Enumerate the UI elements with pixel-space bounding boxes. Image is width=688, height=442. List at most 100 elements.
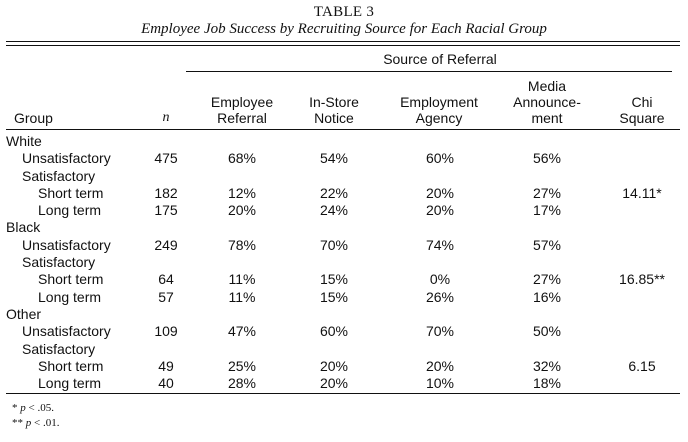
cell-chi-square: 6.15: [628, 357, 656, 374]
cell-media-announcement: 32%: [532, 357, 562, 374]
cell-media-announcement: 16%: [532, 288, 562, 305]
column-header-employment-agency: Employment Agency: [400, 94, 478, 126]
row-label: Short term: [38, 271, 104, 288]
row-label: Long term: [38, 202, 102, 219]
footnote-marker: *: [12, 402, 18, 414]
cell-employee-referral: 12%: [227, 184, 257, 201]
cell-employee-referral: 28%: [227, 375, 257, 392]
cell-n: 57: [158, 288, 174, 305]
row-label: White: [6, 133, 42, 149]
table-row: Black: [0, 219, 688, 236]
row-label: Unsatisfactory: [22, 323, 111, 340]
table-row: Long term 175 20% 24% 20% 17%: [0, 202, 688, 219]
cell-chi-square: 16.85**: [619, 271, 665, 288]
cell-employment-agency: 20%: [425, 202, 455, 219]
cell-n: 64: [158, 271, 174, 288]
row-label: Satisfactory: [22, 254, 96, 271]
cell-employee-referral: 20%: [227, 202, 257, 219]
footnote-p: p: [25, 417, 32, 429]
cell-n: 182: [154, 184, 178, 201]
cell-employee-referral: 78%: [227, 236, 257, 253]
cell-n: 49: [158, 357, 174, 374]
table-row: Long term 57 11% 15% 26% 16%: [0, 289, 688, 306]
cell-n: 175: [154, 202, 178, 219]
cell-employment-agency: 74%: [425, 236, 455, 253]
cell-employment-agency: 60%: [425, 150, 455, 167]
top-rule-double: [6, 45, 680, 46]
table-row: Short term 64 11% 15% 0% 27% 16.85**: [0, 271, 688, 288]
cell-in-store-notice: 70%: [319, 236, 349, 253]
cell-employment-agency: 0%: [429, 271, 451, 288]
column-header-employee-referral: Employee Referral: [210, 94, 274, 126]
column-header-n: n: [162, 110, 170, 125]
cell-media-announcement: 27%: [532, 271, 562, 288]
cell-employee-referral: 25%: [227, 357, 257, 374]
row-label: Short term: [38, 357, 104, 374]
footnote-threshold: < .01.: [31, 417, 60, 429]
cell-media-announcement: 18%: [532, 375, 562, 392]
cell-chi-square: 14.11*: [622, 184, 662, 201]
row-label: Long term: [38, 288, 102, 305]
table-row: Other: [0, 306, 688, 323]
footnote-threshold: < .05.: [25, 402, 54, 414]
row-label: Other: [6, 305, 42, 322]
table-row: Unsatisfactory 249 78% 70% 74% 57%: [0, 237, 688, 254]
row-label: Long term: [38, 375, 102, 392]
cell-media-announcement: 57%: [532, 236, 562, 253]
table-row: Unsatisfactory 109 47% 60% 70% 50%: [0, 323, 688, 340]
cell-media-announcement: 27%: [532, 184, 562, 201]
footnote-marker: **: [12, 417, 23, 429]
source-of-referral-header: Source of Referral: [383, 51, 497, 67]
table-row: Short term 182 12% 22% 20% 27% 14.11*: [0, 185, 688, 202]
table-row: Unsatisfactory 475 68% 54% 60% 56%: [0, 150, 688, 167]
table-title: TABLE 3: [313, 4, 375, 20]
cell-employment-agency: 20%: [425, 357, 455, 374]
cell-employee-referral: 11%: [228, 271, 256, 288]
column-header-in-store-notice: In-Store Notice: [309, 94, 359, 126]
cell-employee-referral: 11%: [228, 288, 256, 305]
cell-in-store-notice: 22%: [319, 184, 349, 201]
cell-in-store-notice: 20%: [319, 375, 349, 392]
cell-in-store-notice: 15%: [319, 288, 349, 305]
bottom-rule: [6, 393, 680, 394]
row-label: Satisfactory: [22, 340, 96, 357]
cell-in-store-notice: 20%: [319, 357, 349, 374]
top-rule: [6, 41, 680, 42]
table-row: Long term 40 28% 20% 10% 18%: [0, 375, 688, 392]
cell-employment-agency: 20%: [425, 184, 455, 201]
cell-employment-agency: 70%: [425, 323, 455, 340]
cell-media-announcement: 17%: [532, 202, 562, 219]
table-row: Satisfactory: [0, 168, 688, 185]
row-label: Short term: [38, 184, 104, 201]
table-row: Short term 49 25% 20% 20% 32% 6.15: [0, 358, 688, 375]
footnotes: * p < .05. ** p < .01.: [12, 401, 59, 431]
cell-in-store-notice: 15%: [319, 271, 349, 288]
cell-employee-referral: 68%: [227, 150, 257, 167]
column-header-chi-square: Chi Square: [619, 94, 665, 126]
footnote: ** p < .01.: [12, 416, 59, 431]
row-label: Black: [6, 219, 41, 236]
cell-in-store-notice: 24%: [319, 202, 349, 219]
column-header-group: Group: [14, 110, 53, 126]
cell-employment-agency: 26%: [425, 288, 455, 305]
cell-n: 249: [154, 236, 178, 253]
cell-media-announcement: 50%: [532, 323, 562, 340]
column-header-media-announcement: Media Announce- ment: [513, 78, 581, 126]
table-row: White: [0, 133, 688, 150]
footnote-p: p: [20, 402, 26, 414]
cell-n: 109: [154, 323, 178, 340]
row-label: Satisfactory: [22, 167, 96, 184]
table-body: White Unsatisfactory 475 68% 54% 60% 56% Satisf…: [0, 133, 688, 392]
source-header-rule: [186, 71, 672, 72]
table-subtitle: Employee Job Success by Recruiting Sourc…: [141, 21, 547, 37]
cell-n: 40: [158, 375, 174, 392]
header-bottom-rule: [6, 129, 680, 130]
footnote: * p < .05.: [12, 401, 59, 416]
row-label: Unsatisfactory: [22, 150, 111, 167]
cell-media-announcement: 56%: [532, 150, 562, 167]
row-label: Unsatisfactory: [22, 236, 111, 253]
cell-employment-agency: 10%: [425, 375, 455, 392]
cell-employee-referral: 47%: [227, 323, 257, 340]
cell-in-store-notice: 54%: [319, 150, 349, 167]
